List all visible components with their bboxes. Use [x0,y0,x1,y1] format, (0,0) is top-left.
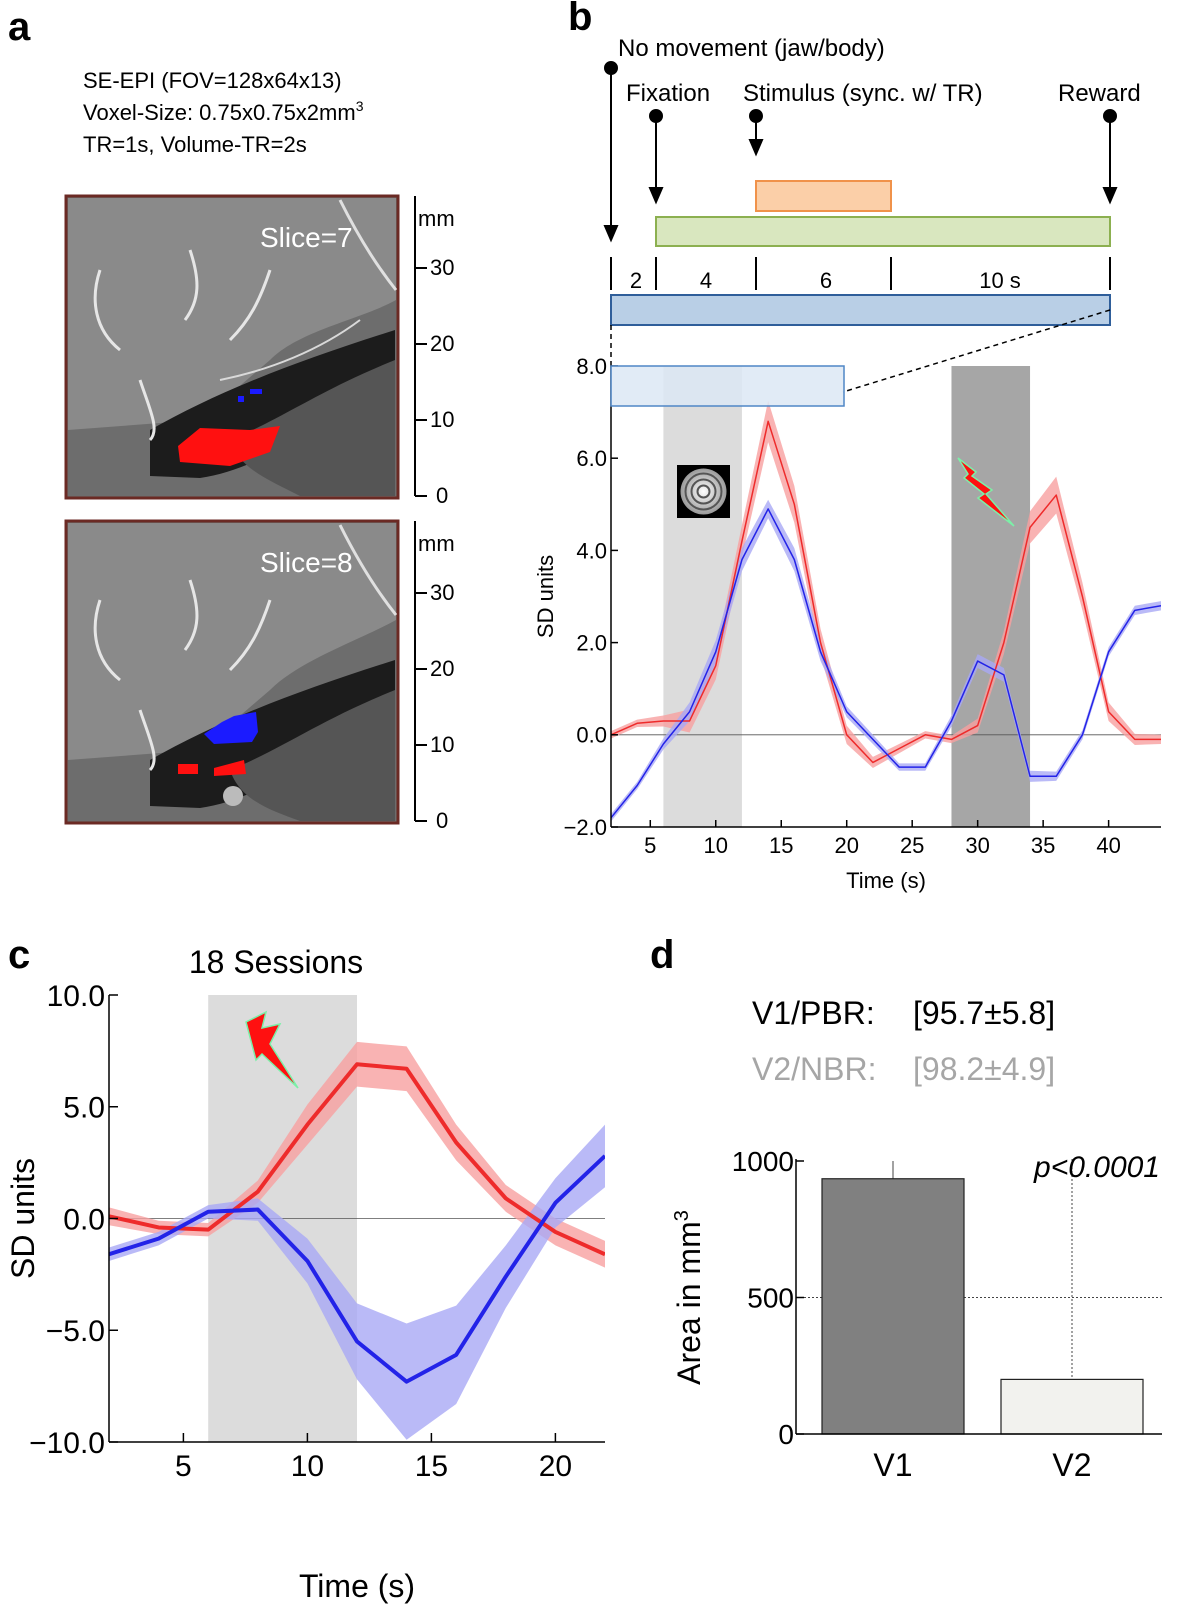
fixation-bar [655,216,1111,247]
scale-tick-8-10: 10 [430,732,454,757]
stimulus-bar [755,180,892,212]
x-tick-label: 20 [539,1450,572,1483]
scale-tick-8-30: 30 [430,580,454,605]
acq-line-2: Voxel-Size: 0.75x0.75x2mm3 [83,98,364,125]
scale-tick-8-20: 20 [430,656,454,681]
scale-tick-8-0: 0 [436,808,448,833]
scale-bar-slice-8 [414,521,427,822]
y-tick-label: 1000 [732,1146,794,1177]
x-tick-label: 5 [644,833,656,858]
event-fixation: Fixation [626,80,710,107]
mri-slice-8 [64,519,400,825]
x-tick-label: 5 [175,1450,192,1483]
chart-c: 5 10 15 20 −10.0 −5.0 0.0 5.0 10.0 Time (s) SD uni… [5,980,605,1604]
panel-b-letter: b [568,0,592,39]
bar-V2 [1000,1378,1144,1435]
y-tick-label: 2.0 [576,631,607,656]
x-tick-label: 30 [965,833,989,858]
panel-c-letter: c [8,933,30,977]
scale-tick-7-30: 30 [430,255,454,280]
y-tick-label: −5.0 [46,1315,105,1348]
x-category-label: V2 [1052,1447,1091,1483]
duration-4: 4 [700,268,712,293]
acq-line-3: TR=1s, Volume-TR=2s [83,132,307,157]
y-tick-label: 0.0 [576,723,607,748]
x-axis-label: Time (s) [846,868,926,893]
scale-unit-7: mm [418,206,455,231]
x-tick-label: 20 [834,833,858,858]
chart-d: V1 V2 0 500 1000 Area in mm3 [671,1146,1162,1483]
y-tick-label: −2.0 [564,815,607,840]
duration-2: 2 [630,268,642,293]
stimulus-thumbnail-icon [677,465,730,518]
duration-ticks [610,257,1111,290]
scale-unit-8: mm [418,531,455,556]
panel-d-letter: d [650,933,674,977]
x-tick-label: 35 [1031,833,1055,858]
scale-tick-7-0: 0 [436,483,448,508]
y-axis-label: SD units [533,555,558,638]
y-tick-label: 500 [747,1283,794,1314]
x-tick-label: 25 [900,833,924,858]
scale-bar-slice-7 [414,196,427,497]
v1-value: [95.7±5.8] [913,995,1055,1031]
x-tick-label: 15 [415,1450,448,1483]
shaded-period-1 [951,366,1031,827]
v2-value: [98.2±4.9] [913,1051,1055,1087]
series-line-0 [611,420,1161,764]
v1-label: V1/PBR: [752,995,875,1031]
x-tick-label: 40 [1096,833,1120,858]
chart-c-title: 18 Sessions [189,944,363,980]
y-tick-label: 8.0 [576,354,607,379]
event-markers [603,61,1118,243]
p-value: p<0.0001 [1033,1151,1160,1184]
v2-label: V2/NBR: [752,1051,876,1087]
slice-7-label: Slice=7 [260,222,353,253]
event-stimulus: Stimulus (sync. w/ TR) [743,80,983,107]
reward-lightning-icon-b [957,457,1015,527]
error-band-1 [611,499,1161,822]
x-category-label: V1 [873,1447,912,1483]
x-axis-label: Time (s) [299,1568,415,1604]
event-reward: Reward [1058,80,1141,107]
y-tick-label: 0 [778,1419,794,1450]
y-tick-label: 6.0 [576,446,607,471]
series-line-1 [611,508,1161,819]
error-band-1 [109,1124,605,1440]
acq-line-1: SE-EPI (FOV=128x64x13) [83,68,342,93]
chart-b: 5 10 15 20 25 30 35 40 −2.0 0.0 2.0 4.0 6.0 8.0 Time (… [533,354,1161,893]
trial-bar-zoom [610,365,845,407]
duration-10s: 10 s [979,268,1021,293]
trial-bar [610,294,1111,326]
zoom-line-right [842,309,1111,393]
series-line-0 [109,1062,605,1257]
reward-lightning-icon-c [245,1010,299,1089]
scale-tick-7-20: 20 [430,331,454,356]
duration-6: 6 [820,268,832,293]
scale-tick-7-10: 10 [430,407,454,432]
y-tick-label: 0.0 [63,1203,105,1236]
x-tick-label: 15 [769,833,793,858]
bar-V1 [821,1178,965,1435]
y-tick-label: −10.0 [29,1427,105,1460]
series-line-1 [109,1154,605,1384]
y-axis-label: Area in mm3 [671,1210,707,1385]
y-tick-label: 10.0 [47,980,105,1013]
event-no-movement: No movement (jaw/body) [618,35,885,62]
slice-8-label: Slice=8 [260,547,353,578]
mri-slice-7 [64,194,400,500]
y-tick-label: 4.0 [576,538,607,563]
x-tick-label: 10 [291,1450,324,1483]
panel-a-letter: a [8,5,31,49]
x-tick-label: 10 [704,833,728,858]
y-axis-label: SD units [5,1158,41,1279]
y-tick-label: 5.0 [63,1092,105,1125]
